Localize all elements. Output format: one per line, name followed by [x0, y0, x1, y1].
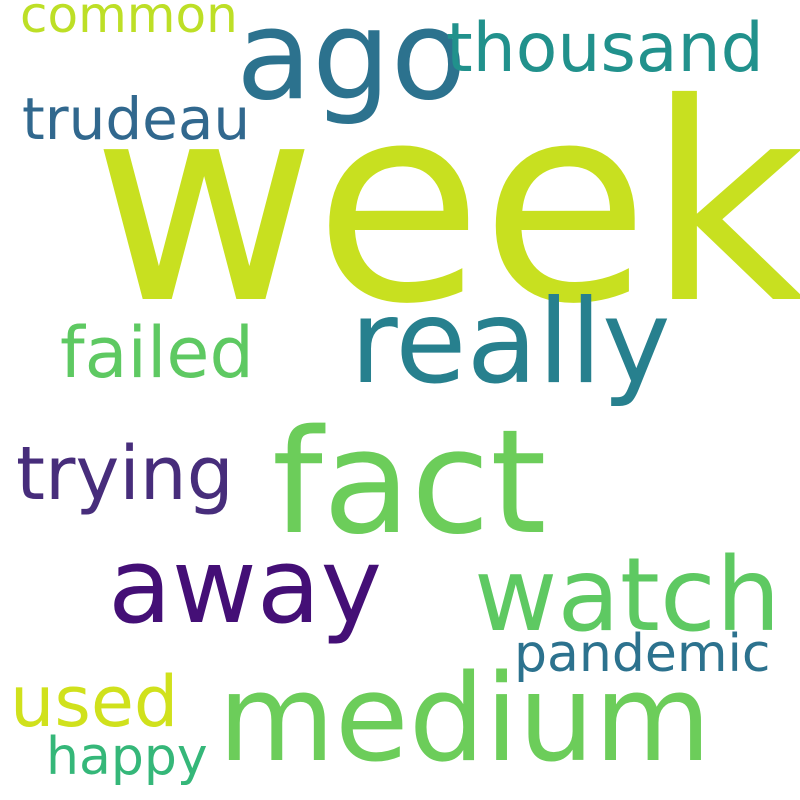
word-week: week [92, 45, 800, 364]
word-watch: watch [474, 536, 781, 655]
word-used: used [10, 661, 179, 743]
word-failed: failed [60, 312, 254, 394]
word-fact: fact [272, 398, 547, 566]
word-trying: trying [16, 431, 234, 517]
word-trudeau: trudeau [22, 85, 251, 153]
word-pandemic: pandemic [514, 624, 771, 684]
word-happy: happy [46, 727, 208, 787]
word-really: really [350, 275, 671, 410]
word-ago: ago [236, 0, 467, 128]
word-medium: medium [218, 650, 712, 789]
word-away: away [108, 525, 383, 647]
word-thousand: thousand [446, 9, 764, 88]
word-common: common [20, 0, 238, 44]
